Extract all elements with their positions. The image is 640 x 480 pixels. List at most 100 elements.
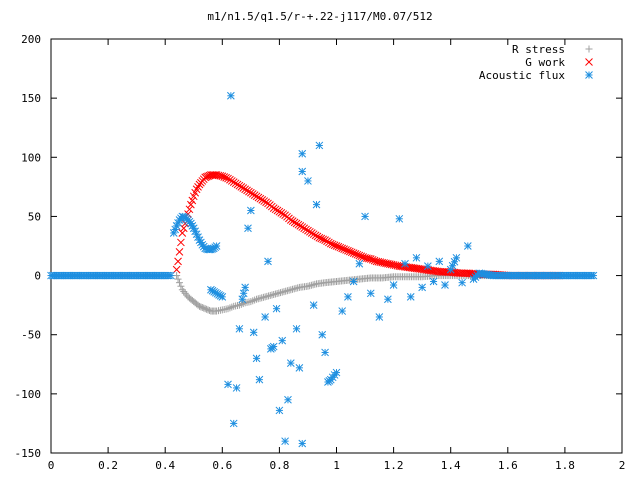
point-g-work [458,269,467,278]
point-g-work [260,197,269,205]
point-acoustic-flux [349,277,358,286]
point-r-stress [259,293,267,301]
point-g-work [313,232,322,241]
point-g-work [294,220,303,229]
point-g-work [267,202,276,211]
point-acoustic-flux [338,307,347,315]
point-acoustic-flux [159,271,168,280]
point-g-work [235,181,244,190]
point-acoustic-flux [295,363,304,372]
point-r-stress [180,288,188,296]
point-g-work [321,236,329,244]
data-marks [47,91,598,448]
point-g-work [357,252,366,261]
point-g-work [304,226,312,235]
point-r-stress [216,306,224,314]
point-acoustic-flux [284,395,292,404]
point-acoustic-flux [197,238,205,247]
legend-label: Acoustic flux [479,69,565,82]
point-g-work [351,250,360,258]
point-acoustic-flux [450,257,459,266]
point-g-work [292,219,301,228]
point-acoustic-flux [241,283,249,292]
legend-marker [585,58,593,66]
y-tick-label: 150 [21,92,41,105]
point-g-work [340,245,348,254]
point-g-work [309,230,318,239]
point-acoustic-flux [318,330,327,339]
point-acoustic-flux [275,406,284,415]
point-g-work [226,175,234,184]
axis-ticks: 0 0.2 0.4 0.6 0.8 1 1.2 1.4 1.6 1.8 2200150100500-… [15,33,626,472]
point-acoustic-flux [286,359,295,367]
point-g-work [239,184,248,192]
point-r-stress [175,279,183,287]
point-g-work [305,227,314,236]
point-r-stress [203,305,211,313]
point-g-work [315,233,324,242]
x-tick-label: 1.2 [384,459,404,472]
point-acoustic-flux [246,206,255,215]
point-g-work [353,250,362,259]
point-r-stress [194,301,202,309]
point-acoustic-flux [384,295,392,304]
point-acoustic-flux [395,214,404,223]
point-g-work [332,242,341,250]
point-g-work [194,183,202,191]
point-acoustic-flux [487,271,496,280]
point-g-work [298,223,307,231]
point-acoustic-flux [312,200,321,209]
point-acoustic-flux [298,149,307,158]
point-r-stress [198,304,206,312]
point-g-work [258,196,267,204]
point-acoustic-flux [185,217,194,226]
point-g-work [311,231,320,240]
x-tick-label: 1.4 [441,459,461,472]
point-r-stress [311,280,319,288]
point-g-work [288,217,297,226]
point-r-stress [197,303,205,311]
point-acoustic-flux [309,301,318,309]
point-g-work [319,235,328,244]
point-acoustic-flux [458,278,466,287]
legend-marker [585,71,593,79]
point-acoustic-flux [235,324,244,333]
legend-label: G work [525,56,565,69]
point-acoustic-flux [435,257,444,266]
point-g-work [300,224,308,233]
point-g-work [328,240,337,249]
x-tick-label: 0 [48,459,55,472]
point-g-work [296,222,305,230]
point-g-work [248,190,257,198]
y-tick-label: -150 [15,447,42,460]
point-g-work [342,246,350,254]
point-acoustic-flux [463,242,472,250]
point-acoustic-flux [375,313,384,321]
point-acoustic-flux [321,348,329,357]
point-acoustic-flux [401,259,409,268]
point-acoustic-flux [224,380,232,389]
point-r-stress [222,305,230,313]
point-g-work [433,267,441,276]
point-acoustic-flux [255,375,264,384]
point-acoustic-flux [304,177,312,185]
point-acoustic-flux [292,324,301,333]
legend-label: R stress [512,43,565,56]
point-g-work [290,218,299,227]
point-g-work [277,209,286,217]
point-acoustic-flux [249,328,258,337]
point-r-stress [251,296,259,304]
point-r-stress [201,305,209,313]
point-r-stress [234,302,242,310]
point-r-stress [181,289,189,297]
point-g-work [338,244,347,253]
point-r-stress [239,300,247,308]
point-g-work [349,249,358,257]
point-acoustic-flux [264,257,272,266]
point-acoustic-flux [252,354,261,363]
point-acoustic-flux [227,91,235,100]
point-g-work [243,186,251,195]
point-acoustic-flux [389,281,398,289]
point-g-work [178,229,187,237]
